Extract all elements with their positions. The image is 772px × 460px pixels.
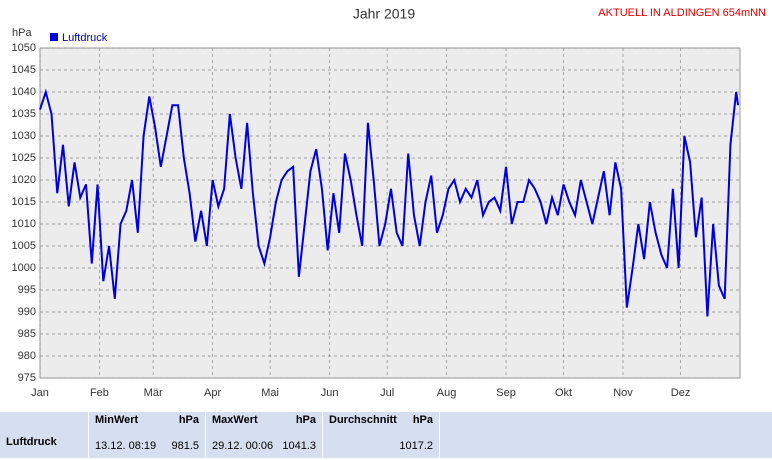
stats-header: Durchschnitt hPa: [322, 412, 440, 434]
stats-table: MinWert hPa MaxWert hPa Durchschnitt hPa Luft…: [0, 412, 452, 460]
x-tick-label: Mär: [144, 387, 163, 399]
y-tick-label: 1030: [12, 130, 36, 142]
row-label: Luftdruck: [0, 434, 89, 460]
header-text: MinWert: [95, 414, 139, 426]
plot-area: [39, 47, 741, 379]
y-tick-label: 1040: [12, 86, 36, 98]
stats-header: MinWert hPa: [88, 412, 206, 434]
y-tick-label: 1010: [12, 218, 36, 230]
legend-swatch: [50, 33, 58, 41]
time-text: 29.12. 00:06: [212, 440, 274, 452]
stats-panel: MinWert hPa MaxWert hPa Durchschnitt hPa Luft…: [0, 412, 772, 460]
header-text: MaxWert: [212, 414, 258, 426]
stats-value: 1017.2: [322, 434, 440, 460]
y-tick-label: 1015: [12, 196, 36, 208]
y-tick-label: 1050: [12, 42, 36, 54]
stats-spacer: [440, 412, 453, 434]
x-tick-label: Dez: [671, 387, 691, 399]
y-tick-label: 1045: [12, 64, 36, 76]
y-tick-label: 995: [18, 284, 36, 296]
value-text: 1041.3: [282, 440, 316, 452]
x-tick-label: Apr: [204, 387, 221, 399]
unit-text: hPa: [295, 414, 316, 426]
y-tick-label: 1000: [12, 262, 36, 274]
y-tick-label: 990: [18, 306, 36, 318]
x-tick-label: Feb: [90, 387, 109, 399]
y-tick-label: 985: [18, 328, 36, 340]
y-tick-label: 1035: [12, 108, 36, 120]
chart: Jahr 2019 AKTUELL IN ALDINGEN 654mNN hPa…: [12, 6, 767, 399]
x-tick-label: Sep: [496, 387, 516, 399]
y-tick-label: 1020: [12, 174, 36, 186]
time-text: 13.12. 08:19: [95, 440, 157, 452]
chart-title: Jahr 2019: [353, 6, 415, 22]
x-tick-label: Okt: [555, 387, 572, 399]
stats-value: 13.12. 08:19 981.5: [88, 434, 206, 460]
x-tick-label: Mai: [261, 387, 279, 399]
value-text: 981.5: [171, 440, 199, 452]
stats-value: 29.12. 00:06 1041.3: [205, 434, 323, 460]
y-tick-label: 980: [18, 350, 36, 362]
x-tick-label: Jan: [31, 387, 49, 399]
x-tick-label: Nov: [613, 387, 633, 399]
y-tick-label: 975: [18, 372, 36, 384]
x-tick-label: Aug: [437, 387, 457, 399]
legend-label: Luftdruck: [62, 32, 108, 44]
x-tick-label: Jul: [380, 387, 394, 399]
stats-header: MaxWert hPa: [205, 412, 323, 434]
x-tick-label: Jun: [321, 387, 339, 399]
y-unit: hPa: [12, 27, 32, 39]
unit-text: hPa: [178, 414, 199, 426]
value-text: 1017.2: [399, 440, 433, 452]
y-tick-label: 1005: [12, 240, 36, 252]
header-right: AKTUELL IN ALDINGEN 654mNN: [598, 7, 766, 19]
data-line: [39, 88, 740, 317]
y-tick-label: 1025: [12, 152, 36, 164]
unit-text: hPa: [412, 414, 433, 426]
header-text: Durchschnitt: [329, 414, 397, 426]
